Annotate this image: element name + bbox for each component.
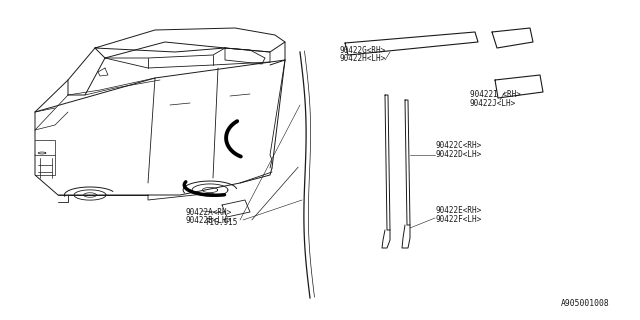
Text: 90422H<LH>: 90422H<LH> bbox=[340, 54, 387, 63]
Text: 90422B<LH>: 90422B<LH> bbox=[185, 216, 231, 225]
Text: 90422I <RH>: 90422I <RH> bbox=[470, 90, 521, 99]
Text: 90422F<LH>: 90422F<LH> bbox=[435, 215, 481, 224]
Text: 90422E<RH>: 90422E<RH> bbox=[435, 206, 481, 215]
Text: 90422A<RH>: 90422A<RH> bbox=[185, 208, 231, 217]
Text: A905001008: A905001008 bbox=[561, 299, 610, 308]
Text: 90422G<RH>: 90422G<RH> bbox=[340, 46, 387, 55]
Text: 90422J<LH>: 90422J<LH> bbox=[470, 99, 516, 108]
Text: FIG.915: FIG.915 bbox=[205, 218, 237, 227]
Text: 90422C<RH>: 90422C<RH> bbox=[435, 141, 481, 150]
Text: 90422D<LH>: 90422D<LH> bbox=[435, 150, 481, 159]
